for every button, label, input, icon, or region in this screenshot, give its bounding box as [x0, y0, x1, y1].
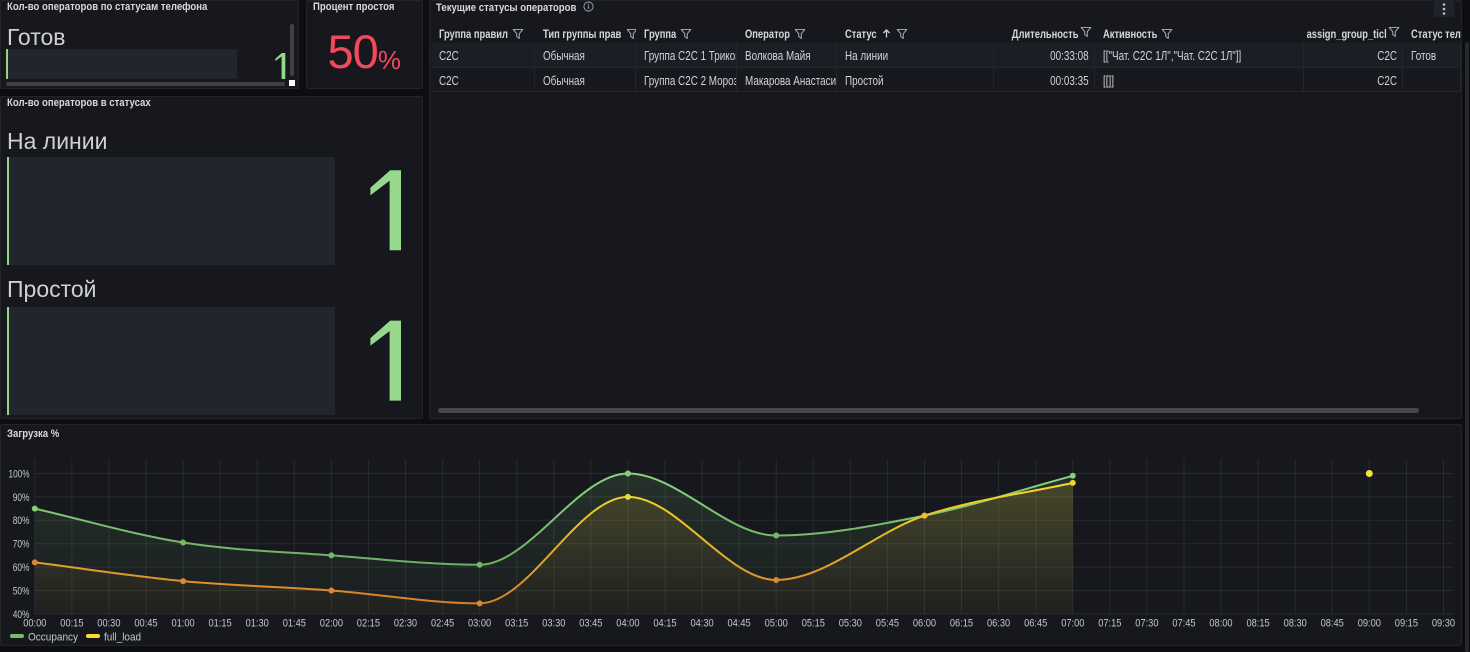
svg-text:01:45: 01:45: [283, 618, 306, 630]
svg-text:00:00: 00:00: [23, 618, 46, 630]
svg-text:90%: 90%: [13, 492, 30, 504]
svg-text:00:30: 00:30: [97, 618, 120, 630]
svg-text:50%: 50%: [13, 585, 30, 597]
svg-text:08:45: 08:45: [1321, 618, 1344, 630]
svg-text:01:30: 01:30: [246, 618, 269, 630]
svg-text:05:15: 05:15: [802, 618, 825, 630]
svg-text:05:45: 05:45: [876, 618, 899, 630]
svg-text:02:15: 02:15: [357, 618, 380, 630]
svg-text:00:15: 00:15: [60, 618, 83, 630]
svg-text:full_load: full_load: [104, 632, 141, 644]
svg-text:03:00: 03:00: [468, 618, 491, 630]
svg-text:04:45: 04:45: [728, 618, 751, 630]
svg-text:07:00: 07:00: [1061, 618, 1084, 630]
svg-text:06:15: 06:15: [950, 618, 973, 630]
svg-text:06:00: 06:00: [913, 618, 936, 630]
svg-text:08:00: 08:00: [1209, 618, 1232, 630]
svg-text:04:30: 04:30: [691, 618, 714, 630]
svg-text:100%: 100%: [9, 468, 30, 480]
svg-text:02:30: 02:30: [394, 618, 417, 630]
svg-text:09:30: 09:30: [1432, 618, 1455, 630]
svg-text:09:00: 09:00: [1358, 618, 1381, 630]
svg-text:01:15: 01:15: [209, 618, 232, 630]
svg-text:04:00: 04:00: [616, 618, 639, 630]
svg-text:08:15: 08:15: [1247, 618, 1270, 630]
svg-text:07:45: 07:45: [1172, 618, 1195, 630]
svg-text:60%: 60%: [13, 562, 30, 574]
svg-text:03:15: 03:15: [505, 618, 528, 630]
svg-text:02:45: 02:45: [431, 618, 454, 630]
svg-text:40%: 40%: [13, 609, 30, 621]
svg-text:80%: 80%: [13, 515, 30, 527]
svg-text:02:00: 02:00: [320, 618, 343, 630]
svg-text:03:45: 03:45: [579, 618, 602, 630]
svg-text:01:00: 01:00: [172, 618, 195, 630]
svg-text:05:00: 05:00: [765, 618, 788, 630]
svg-text:07:15: 07:15: [1098, 618, 1121, 630]
svg-text:06:45: 06:45: [1024, 618, 1047, 630]
svg-text:05:30: 05:30: [839, 618, 862, 630]
svg-text:70%: 70%: [13, 539, 30, 551]
svg-text:03:30: 03:30: [542, 618, 565, 630]
svg-text:04:15: 04:15: [653, 618, 676, 630]
svg-text:06:30: 06:30: [987, 618, 1010, 630]
svg-text:09:15: 09:15: [1395, 618, 1418, 630]
svg-text:Occupancy: Occupancy: [28, 632, 78, 644]
svg-text:08:30: 08:30: [1284, 618, 1307, 630]
svg-text:00:45: 00:45: [134, 618, 157, 630]
svg-text:07:30: 07:30: [1135, 618, 1158, 630]
